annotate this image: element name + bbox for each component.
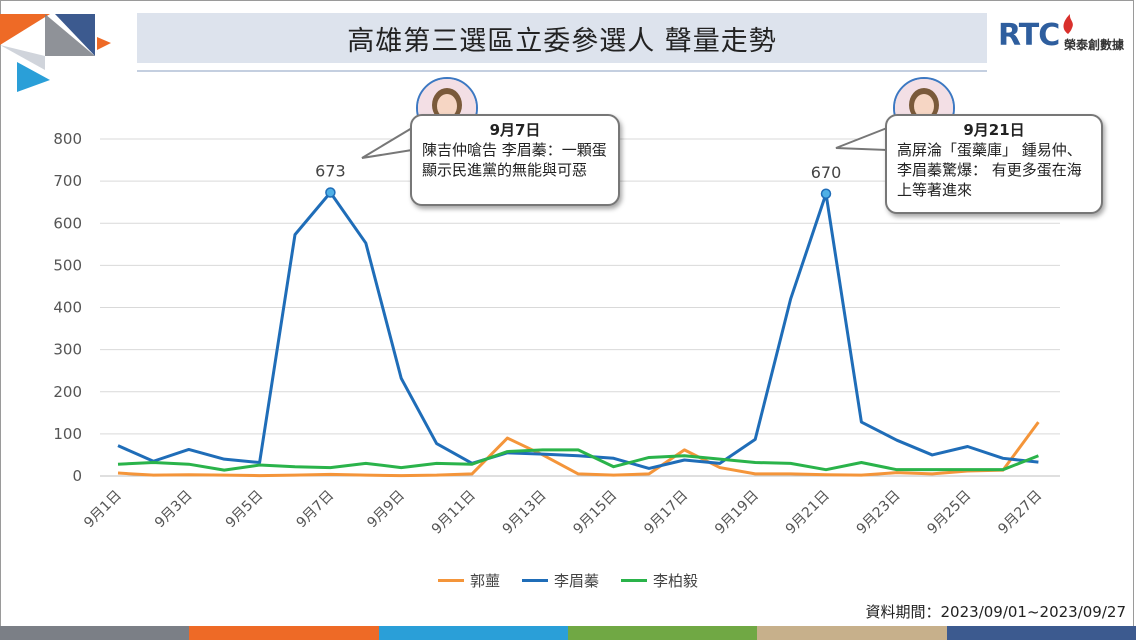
data-period-note: 資料期間：2023/09/01~2023/09/27 xyxy=(865,603,1126,621)
annotation-text: 陳吉仲嗆告 李眉蓁：一顆蛋顯示民進黨的無能與可惡 xyxy=(422,141,607,179)
x-tick-label: 9月13日 xyxy=(500,488,550,538)
x-tick-label: 9月11日 xyxy=(429,488,479,538)
page-title: 高雄第三選區立委參選人 聲量走勢 xyxy=(137,13,987,63)
legend-swatch xyxy=(521,579,548,582)
legend-label: 李柏毅 xyxy=(653,572,699,590)
chart-legend: 郭蘁 李眉蓁 李柏毅 xyxy=(0,570,1136,591)
logo-flame-icon xyxy=(1063,14,1073,34)
legend-label: 李眉蓁 xyxy=(553,572,599,590)
y-tick-label: 200 xyxy=(53,383,82,401)
annotation-layer: 673 670 xyxy=(315,126,888,200)
y-tick-label: 100 xyxy=(53,425,82,443)
logo-mark: RTC xyxy=(998,18,1060,53)
annotation-bubble-sep7: 9月7日 陳吉仲嗆告 李眉蓁：一顆蛋顯示民進黨的無能與可惡 xyxy=(410,114,620,206)
footer-stripe-segment xyxy=(757,626,947,640)
peak-value-label: 673 xyxy=(315,161,346,180)
rtc-logo: RTC 榮泰創數據 xyxy=(998,12,1133,62)
footer-stripe-segment xyxy=(378,626,568,640)
footer-stripe-segment xyxy=(0,626,190,640)
annotation-date: 9月7日 xyxy=(489,121,541,139)
x-tick-label: 9月19日 xyxy=(712,488,762,538)
y-axis: 0 100 200 300 400 500 600 700 800 xyxy=(53,130,82,485)
series-line-1 xyxy=(117,190,1039,470)
y-tick-label: 800 xyxy=(53,130,82,148)
y-tick-label: 500 xyxy=(53,256,82,274)
x-axis: 9月1日 9月3日 9月5日 9月7日 9月9日 9月11日 9月13日 9月15日 9月17日… xyxy=(81,488,1045,538)
x-tick-label: 9月25日 xyxy=(924,488,974,538)
corner-decoration xyxy=(0,14,111,92)
annotation-bubble-sep21: 9月21日 高屏淪「蛋藥庫」 鍾易仲、李眉蓁驚爆： 有更多蛋在海上等著進來 xyxy=(885,114,1103,214)
series-line-0 xyxy=(117,421,1040,478)
peak-marker xyxy=(325,187,336,198)
footer-stripe-segment xyxy=(567,626,758,640)
x-tick-label: 9月9日 xyxy=(364,488,408,532)
legend-item-guo: 郭蘁 xyxy=(437,570,500,591)
x-tick-label: 9月27日 xyxy=(995,488,1045,538)
x-tick-label: 9月23日 xyxy=(854,488,904,538)
y-tick-label: 600 xyxy=(53,214,82,232)
y-tick-label: 0 xyxy=(72,467,82,485)
x-tick-label: 9月15日 xyxy=(570,488,620,538)
y-tick-label: 700 xyxy=(53,172,82,190)
x-tick-label: 9月7日 xyxy=(294,488,338,532)
legend-item-li-boyi: 李柏毅 xyxy=(621,570,698,591)
series-line-2 xyxy=(117,448,1039,472)
annotation-date: 9月21日 xyxy=(963,121,1025,139)
x-tick-label: 9月17日 xyxy=(641,488,691,538)
series-layer xyxy=(117,190,1040,478)
legend-swatch xyxy=(621,579,647,582)
peak-value-label: 670 xyxy=(811,163,842,182)
legend-swatch xyxy=(437,579,464,582)
x-tick-label: 9月3日 xyxy=(152,488,196,532)
y-tick-label: 300 xyxy=(53,341,82,359)
legend-item-li-meixun: 李眉蓁 xyxy=(521,570,599,591)
footer-stripe-segment xyxy=(946,626,1136,640)
y-tick-label: 400 xyxy=(53,299,82,317)
x-tick-label: 9月21日 xyxy=(783,488,833,538)
title-underline xyxy=(137,70,987,72)
bubble-tail xyxy=(361,126,413,159)
peak-marker xyxy=(820,188,832,200)
x-tick-label: 9月1日 xyxy=(81,488,125,532)
footer-color-stripe xyxy=(0,626,1136,640)
logo-text: 榮泰創數據 xyxy=(1064,38,1125,52)
x-tick-label: 9月5日 xyxy=(223,488,267,532)
legend-label: 郭蘁 xyxy=(469,572,500,590)
annotation-text: 高屏淪「蛋藥庫」 鍾易仲、李眉蓁驚爆： 有更多蛋在海上等著進來 xyxy=(897,141,1082,199)
footer-stripe-segment xyxy=(189,626,379,640)
